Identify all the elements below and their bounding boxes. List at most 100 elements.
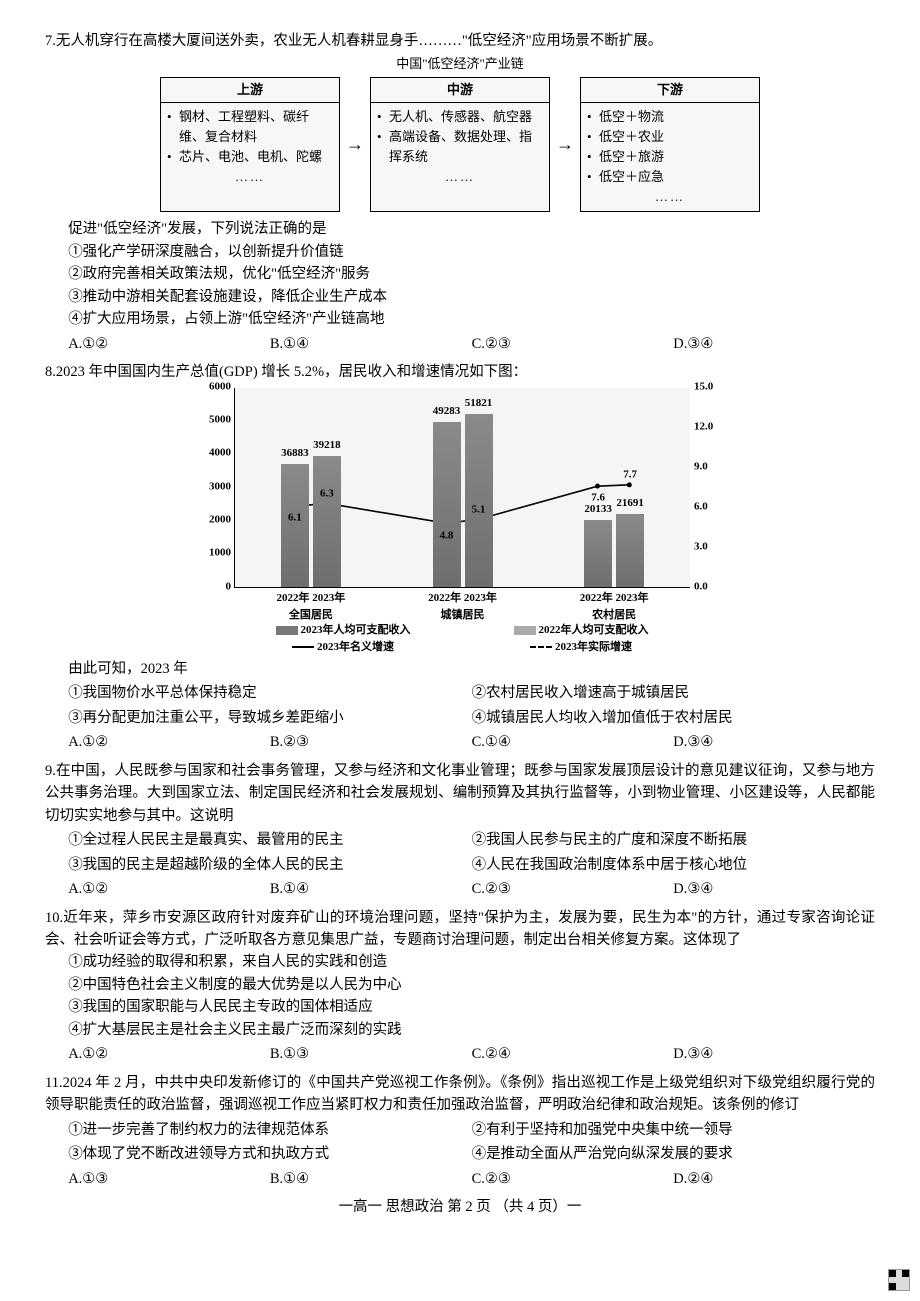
option-c[interactable]: C.②④ [472,1043,674,1065]
q8-options: A.①② B.②③ C.①④ D.③④ [45,731,875,753]
chain-item: 芯片、电池、电机、陀螺 [179,147,333,167]
option-c[interactable]: C.①④ [472,731,674,753]
chain-body: •钢材、工程塑料、碳纤维、复合材料 •芯片、电池、电机、陀螺 …… [161,103,339,192]
option-b[interactable]: B.①③ [270,1043,472,1065]
q9-stem-text: 在中国，人民既参与国家和社会事务管理，又参与经济和文化事业管理；既参与国家发展顶… [45,763,875,824]
option-c[interactable]: C.②③ [472,1168,674,1190]
chain-item: 钢材、工程塑料、碳纤维、复合材料 [179,107,333,147]
chart-legend: 2023年人均可支配收入 2022年人均可支配收入 2023年名义增速 2023… [234,622,690,656]
q10-s4: ④扩大基层民主是社会主义民主最广泛而深刻的实践 [45,1019,875,1041]
option-c[interactable]: C.②③ [472,333,674,355]
q7-s1: ①强化产学研深度融合，以创新提升价值链 [45,241,875,263]
option-a[interactable]: A.①③ [68,1168,270,1190]
legend-label: 2023年人均可支配收入 [301,624,411,636]
q11-s4: ④是推动全面从严治党向纵深发展的要求 [472,1143,875,1165]
q8-s4: ④城镇居民人均收入增加值低于农村居民 [472,707,875,729]
q8-s3: ③再分配更加注重公平，导致城乡差距缩小 [68,707,471,729]
option-d[interactable]: D.②④ [673,1168,875,1190]
page-footer: 一高一 思想政治 第 2 页 （共 4 页）一 [45,1196,875,1218]
q10-stem-text: 近年来，萍乡市安源区政府针对废弃矿山的环境治理问题，坚持"保护为主，发展为要，民… [45,910,875,948]
rate-label: 5.1 [472,501,486,518]
question-8: 8.2023 年中国国内生产总值(GDP) 增长 5.2%，居民收入和增速情况如… [45,361,875,753]
q7-s4: ④扩大应用场景，占领上游"低空经济"产业链高地 [45,308,875,330]
rate-label: 7.6 [591,490,605,507]
chart-bar [616,514,644,586]
q9-options: A.①② B.①④ C.②③ D.③④ [45,878,875,900]
q7-stem: 7.无人机穿行在高楼大厦间送外卖，农业无人机春耕显身手………"低空经济"应用场景… [45,30,875,52]
q10-s2: ②中国特色社会主义制度的最大优势是以人民为中心 [45,974,875,996]
option-d[interactable]: D.③④ [673,1043,875,1065]
q11-s2: ②有利于坚持和加强党中央集中统一领导 [472,1119,875,1141]
q10-options: A.①② B.①③ C.②④ D.③④ [45,1043,875,1065]
q7-number: 7. [45,33,56,49]
ytick-right: 12.0 [694,418,720,435]
ytick-left: 4000 [201,445,231,462]
chain-dots: …… [167,167,333,187]
q11-s1: ①进一步完善了制约权力的法律规范体系 [68,1119,471,1141]
rate-label: 4.8 [440,527,454,544]
bar-value-label: 21691 [600,495,660,512]
q9-s3: ③我国的民主是超越阶级的全体人民的民主 [68,854,471,876]
arrow-icon: → [554,131,576,159]
chain-dots: …… [587,187,753,207]
q8-chart: 01000200030004000500060000.03.06.09.012.… [200,388,720,656]
rate-label: 7.7 [623,467,637,484]
option-a[interactable]: A.①② [68,1043,270,1065]
option-d[interactable]: D.③④ [673,731,875,753]
chain-dots: …… [377,167,543,187]
q9-stem: 9.在中国，人民既参与国家和社会事务管理，又参与经济和文化事业管理；既参与国家发… [45,760,875,827]
q10-stem: 10.近年来，萍乡市安源区政府针对废弃矿山的环境治理问题，坚持"保护为主，发展为… [45,907,875,952]
ytick-right: 6.0 [694,498,720,515]
chain-item: 无人机、传感器、航空器 [389,107,543,127]
chain-body: •低空＋物流 •低空＋农业 •低空＋旅游 •低空＋应急 …… [581,103,759,212]
ytick-left: 0 [201,578,231,595]
ytick-left: 3000 [201,478,231,495]
legend-item: 2023年人均可支配收入 [276,622,411,639]
bar-value-label: 39218 [297,437,357,454]
q11-options: A.①③ B.①④ C.②③ D.②④ [45,1168,875,1190]
chain-item: 低空＋物流 [599,107,753,127]
q11-statements: ①进一步完善了制约权力的法律规范体系 ②有利于坚持和加强党中央集中统一领导 [45,1119,875,1141]
option-d[interactable]: D.③④ [673,878,875,900]
option-b[interactable]: B.①④ [270,1168,472,1190]
x-category-label: 2022年 2023年城镇居民 [428,590,497,624]
chart-bar [584,520,612,587]
question-10: 10.近年来，萍乡市安源区政府针对废弃矿山的环境治理问题，坚持"保护为主，发展为… [45,907,875,1066]
rate-label: 6.3 [320,485,334,502]
option-b[interactable]: B.①④ [270,333,472,355]
q10-number: 10. [45,910,63,926]
ytick-left: 5000 [201,412,231,429]
q7-substem: 促进"低空经济"发展，下列说法正确的是 [45,218,875,240]
legend-item: 2023年实际增速 [530,639,632,656]
chart-bar [433,422,461,586]
chain-head: 中游 [371,78,549,103]
q8-number: 8. [45,364,56,380]
chain-head: 上游 [161,78,339,103]
q11-s3: ③体现了党不断改进领导方式和执政方式 [68,1143,471,1165]
q10-s1: ①成功经验的取得和积累，来自人民的实践和创造 [45,951,875,973]
q8-statements: ①我国物价水平总体保持稳定 ②农村居民收入增速高于城镇居民 [45,682,875,704]
q7-chain-diagram: 上游 •钢材、工程塑料、碳纤维、复合材料 •芯片、电池、电机、陀螺 …… → 中… [45,77,875,213]
legend-label: 2023年名义增速 [317,641,394,653]
option-a[interactable]: A.①② [68,333,270,355]
option-a[interactable]: A.①② [68,731,270,753]
chain-box-downstream: 下游 •低空＋物流 •低空＋农业 •低空＋旅游 •低空＋应急 …… [580,77,760,213]
q8-s2: ②农村居民收入增速高于城镇居民 [472,682,875,704]
chain-item: 高端设备、数据处理、指挥系统 [389,127,543,167]
option-a[interactable]: A.①② [68,878,270,900]
option-b[interactable]: B.②③ [270,731,472,753]
ytick-right: 9.0 [694,458,720,475]
bar-value-label: 51821 [449,395,509,412]
chain-item: 低空＋农业 [599,127,753,147]
q9-s1: ①全过程人民民主是最真实、最管用的民主 [68,829,471,851]
rate-label: 6.1 [288,510,302,527]
x-category-label: 2022年 2023年农村居民 [580,590,649,624]
q7-s2: ②政府完善相关政策法规，优化"低空经济"服务 [45,263,875,285]
option-d[interactable]: D.③④ [673,333,875,355]
option-c[interactable]: C.②③ [472,878,674,900]
q9-s4: ④人民在我国政治制度体系中居于核心地位 [472,854,875,876]
chain-item: 低空＋旅游 [599,147,753,167]
ytick-left: 6000 [201,378,231,395]
option-b[interactable]: B.①④ [270,878,472,900]
q11-number: 11. [45,1075,63,1091]
